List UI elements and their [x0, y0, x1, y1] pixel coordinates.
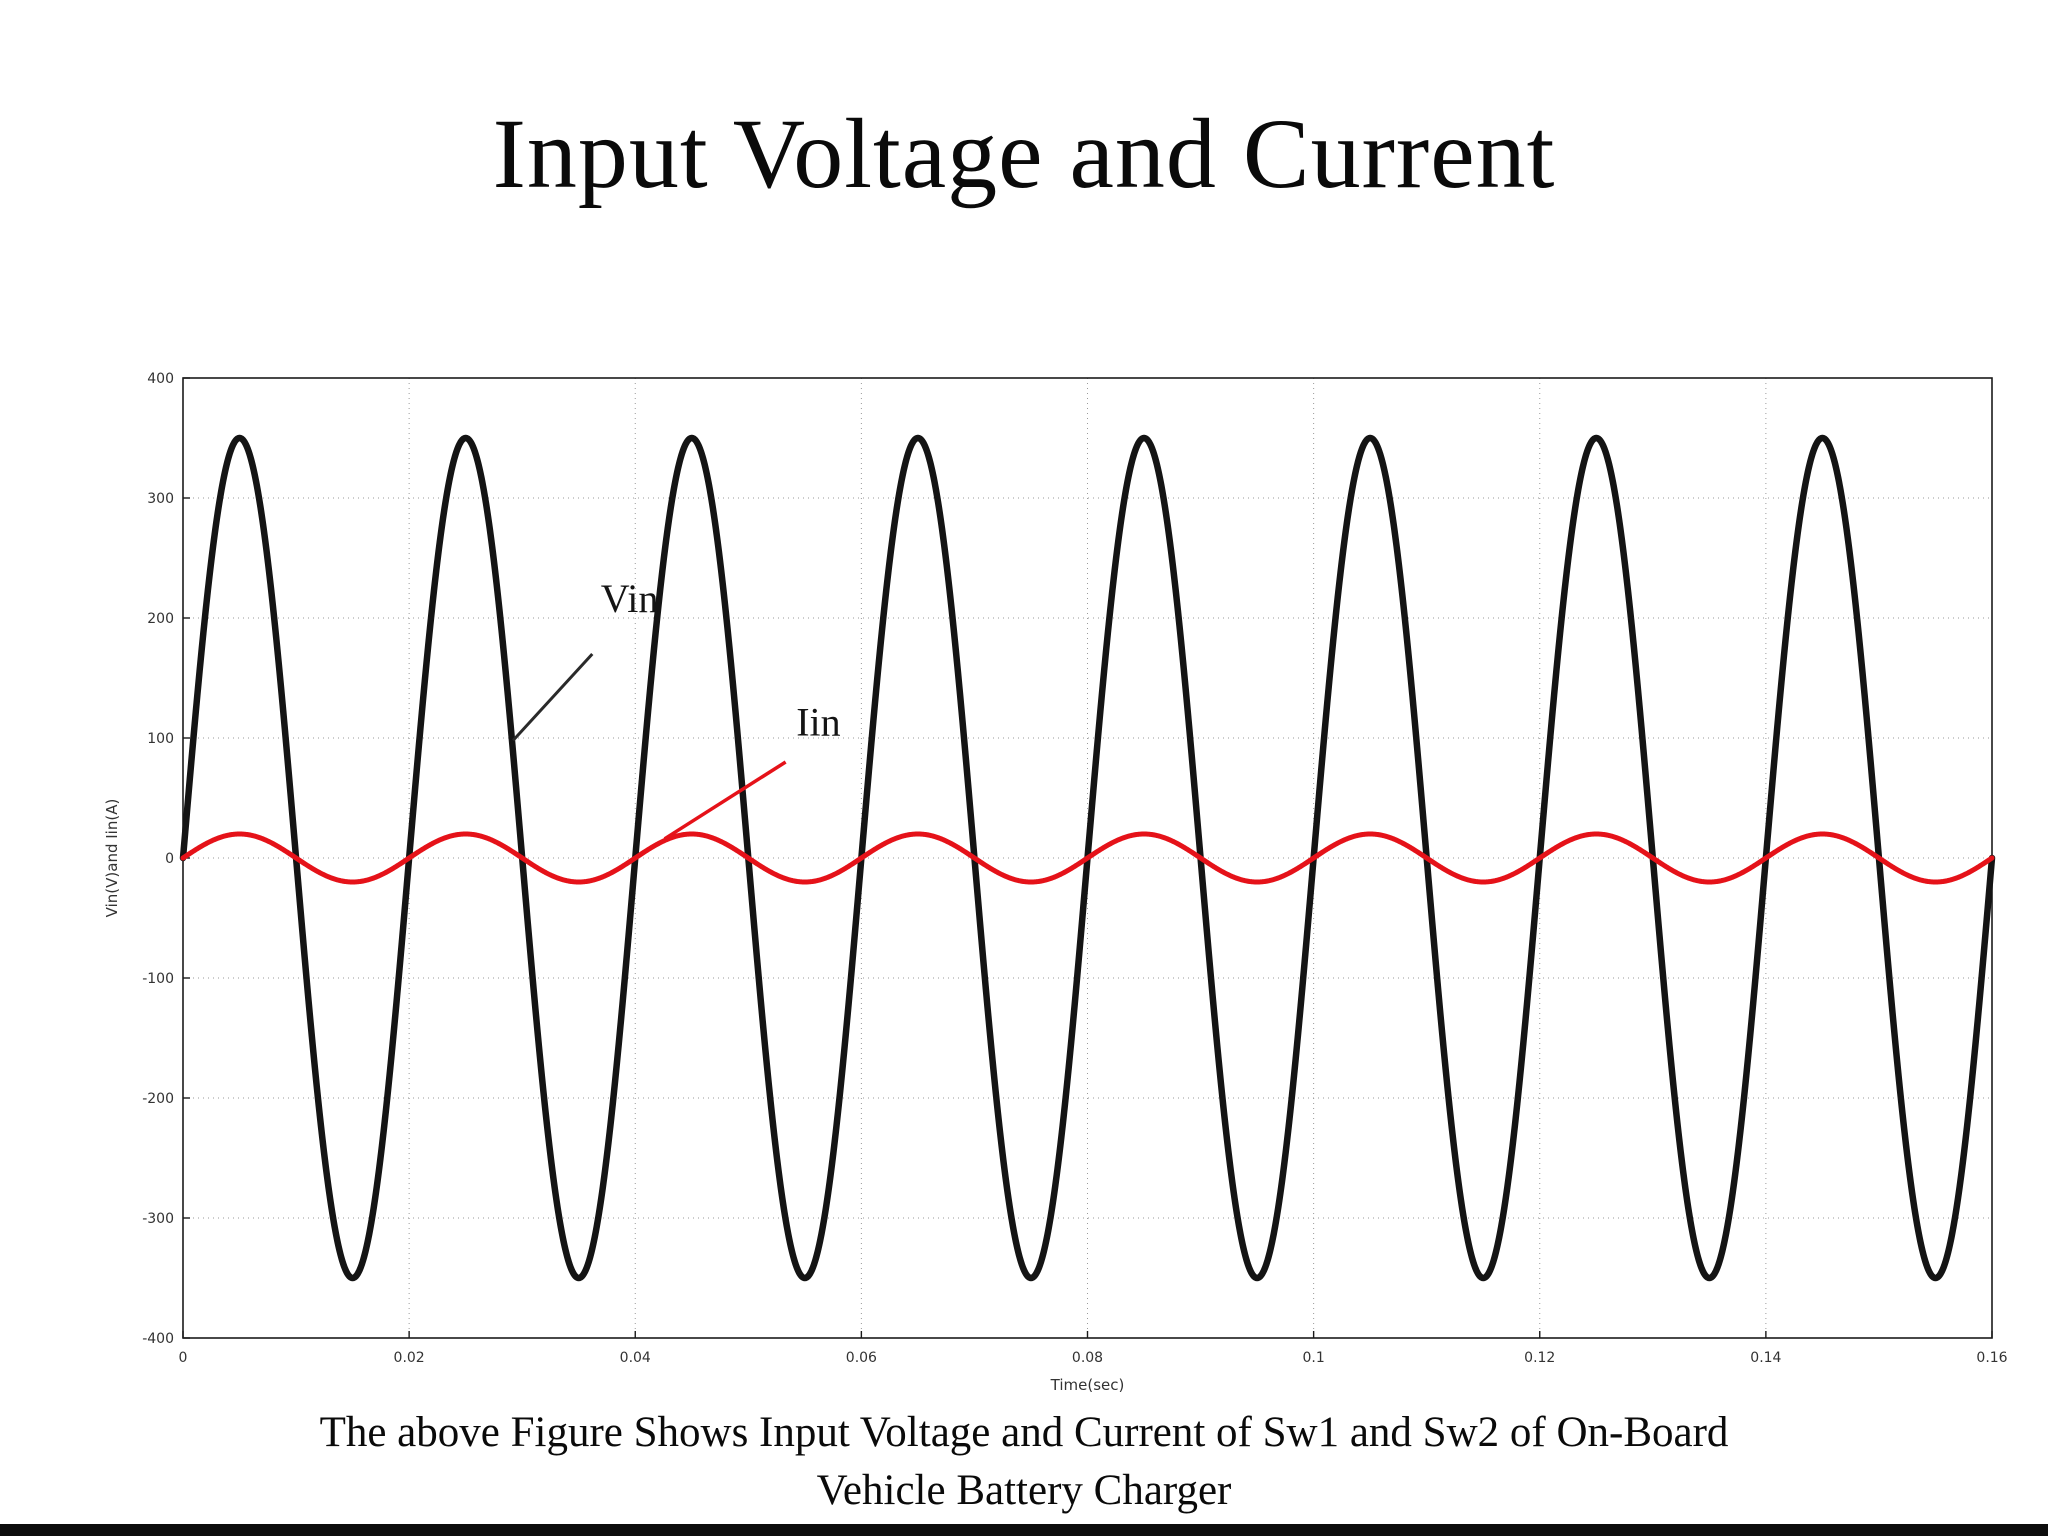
- figure-caption: The above Figure Shows Input Voltage and…: [0, 1404, 2048, 1520]
- y-tick-label: 300: [147, 491, 174, 507]
- x-tick-label: 0.02: [394, 1350, 425, 1366]
- x-tick-label: 0.08: [1072, 1350, 1103, 1366]
- annotation-iin: Iin: [665, 700, 841, 839]
- y-axis-label: Vin(V)and Iin(A): [103, 799, 121, 918]
- figure-caption-line2: Vehicle Battery Charger: [0, 1462, 2048, 1520]
- figure-caption-line1: The above Figure Shows Input Voltage and…: [0, 1404, 2048, 1462]
- annotation-leader-line: [513, 654, 592, 740]
- y-tick-label: -100: [142, 971, 174, 987]
- x-tick-label: 0.14: [1750, 1350, 1781, 1366]
- annotation-vin: Vin: [513, 576, 658, 740]
- bottom-bar: [0, 1524, 2048, 1536]
- x-tick-label: 0.12: [1524, 1350, 1555, 1366]
- chart-container: 400 300 200 100 0 -100 -200 -300 -400 0 0.02 0.04 0.…: [95, 370, 2015, 1420]
- x-tick-label: 0: [179, 1350, 188, 1366]
- y-tick-label: 100: [147, 731, 174, 747]
- annotation-label: Iin: [796, 700, 840, 745]
- y-tick-label: -400: [142, 1331, 174, 1347]
- page-title: Input Voltage and Current: [0, 96, 2048, 211]
- annotation-label: Vin: [601, 576, 659, 621]
- y-tick-label: 400: [147, 371, 174, 387]
- x-tick-label: 0.1: [1302, 1350, 1324, 1366]
- annotation-leader-line: [665, 762, 786, 839]
- chart-svg: 400 300 200 100 0 -100 -200 -300 -400 0 0.02 0.04 0.…: [95, 370, 2015, 1420]
- y-tick-label: -300: [142, 1211, 174, 1227]
- y-tick-label: 200: [147, 611, 174, 627]
- y-tick-label: 0: [165, 851, 174, 867]
- y-tick-label: -200: [142, 1091, 174, 1107]
- x-tick-label: 0.16: [1976, 1350, 2007, 1366]
- x-tick-label: 0.04: [620, 1350, 651, 1366]
- x-tick-label: 0.06: [846, 1350, 877, 1366]
- x-axis-label: Time(sec): [1050, 1376, 1125, 1394]
